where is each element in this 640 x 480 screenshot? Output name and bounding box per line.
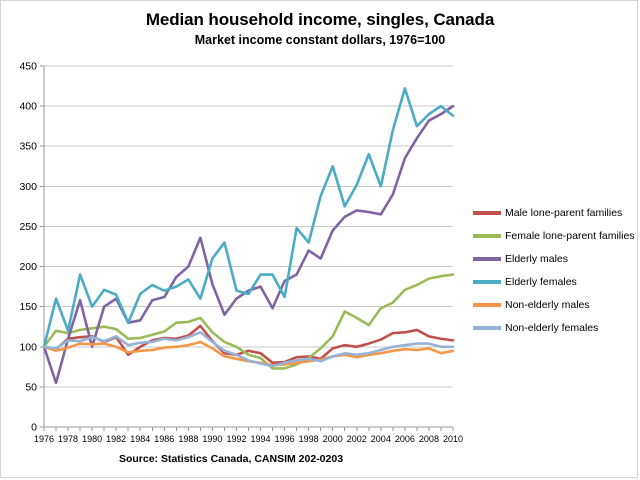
legend-item[interactable]: Non-elderly females [473, 316, 639, 339]
y-axis-label: 450 [19, 61, 37, 73]
x-axis-label: 1996 [275, 434, 295, 444]
chart-subtitle: Market income constant dollars, 1976=100 [194, 33, 446, 47]
legend-swatch-icon [473, 233, 501, 238]
y-axis-label: 50 [25, 381, 37, 393]
legend-item-label: Elderly males [505, 252, 569, 265]
legend-item-label: Elderly females [505, 275, 577, 288]
y-axis-label: 100 [19, 341, 37, 353]
x-axis-label: 1980 [82, 434, 102, 444]
x-axis-label: 1978 [58, 434, 78, 444]
legend-swatch-icon [473, 210, 501, 215]
y-axis-label: 150 [19, 301, 37, 313]
legend-item[interactable]: Non-elderly males [473, 293, 639, 316]
title-block: Median household income, singles, Canada… [1, 9, 639, 49]
chart-legend: Male lone-parent families Female lone-par… [473, 201, 639, 339]
x-axis-label: 2004 [371, 434, 391, 444]
y-axis-label: 200 [19, 261, 37, 273]
y-axis-label: 400 [19, 101, 37, 113]
chart-title: Median household income, singles, Canada [145, 10, 495, 29]
x-axis-label: 2010 [443, 434, 463, 444]
x-axis-label: 1982 [106, 434, 126, 444]
legend-swatch-icon [473, 256, 501, 261]
legend-item-label: Female lone-parent families [505, 229, 635, 242]
x-axis-label: 2008 [419, 434, 439, 444]
y-axis-label: 250 [19, 221, 37, 233]
legend-item[interactable]: Male lone-parent families [473, 201, 639, 224]
legend-item[interactable]: Elderly females [473, 270, 639, 293]
legend-item-label: Non-elderly males [505, 298, 590, 311]
y-axis-label: 0 [31, 422, 37, 434]
x-axis-label: 1986 [154, 434, 174, 444]
legend-item-label: Non-elderly females [505, 321, 599, 334]
x-axis-label: 1988 [178, 434, 198, 444]
x-axis-label: 1984 [130, 434, 150, 444]
x-axis-label: 2002 [347, 434, 367, 444]
x-axis-label: 1998 [299, 434, 319, 444]
y-axis-label: 300 [19, 181, 37, 193]
legend-swatch-icon [473, 279, 501, 284]
series-line-3 [42, 87, 455, 349]
x-axis-label: 1990 [202, 434, 222, 444]
x-axis-label: 1994 [251, 434, 271, 444]
series-line-5 [42, 331, 455, 368]
legend-swatch-icon [473, 302, 501, 307]
series-line-2 [42, 104, 455, 385]
legend-item-label: Male lone-parent families [505, 206, 623, 219]
legend-item[interactable]: Female lone-parent families [473, 224, 639, 247]
x-axis-label: 2006 [395, 434, 415, 444]
y-axis-label: 350 [19, 141, 37, 153]
legend-item[interactable]: Elderly males [473, 247, 639, 270]
x-axis-label: 2000 [323, 434, 343, 444]
x-axis-label: 1976 [34, 434, 54, 444]
legend-swatch-icon [473, 325, 501, 330]
x-axis-label: 1992 [226, 434, 246, 444]
source-note: Source: Statistics Canada, CANSIM 202-02… [118, 453, 344, 465]
series-line-1 [42, 273, 455, 370]
